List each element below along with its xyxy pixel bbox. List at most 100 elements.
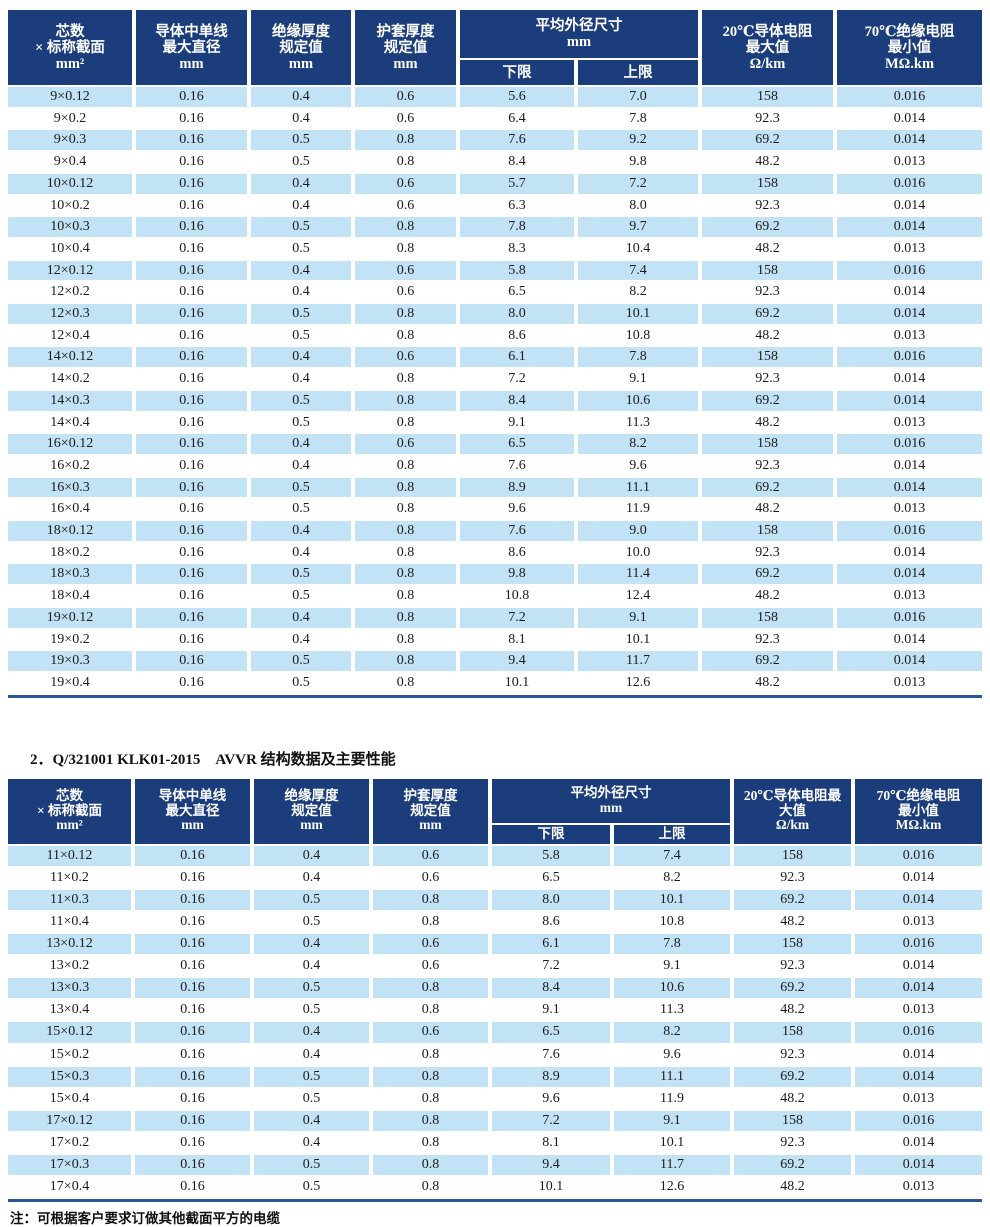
cell-sheath-thickness: 0.6	[355, 347, 456, 368]
cell-od-lower: 6.5	[460, 434, 574, 454]
header-od-upper-limit: 上限	[614, 824, 730, 844]
cell-core-size: 16×0.12	[8, 434, 132, 454]
cell-insulation-thickness: 0.4	[251, 369, 351, 389]
cell-insulation-resistance: 0.014	[855, 1132, 982, 1153]
cell-sheath-thickness: 0.8	[355, 304, 456, 324]
cell-insulation-thickness: 0.4	[251, 195, 351, 216]
cell-conductor-resistance: 69.2	[702, 390, 833, 411]
cell-core-size: 14×0.3	[8, 390, 132, 411]
cell-sheath-thickness: 0.8	[355, 152, 456, 172]
cell-conductor-resistance: 158	[702, 347, 833, 368]
cell-od-upper: 12.6	[578, 672, 698, 693]
cell-insulation-thickness: 0.4	[254, 1044, 369, 1065]
cell-conductor-resistance: 48.2	[734, 1000, 851, 1021]
cell-conductor-diameter: 0.16	[136, 130, 247, 151]
cell-insulation-resistance: 0.014	[855, 1044, 982, 1065]
cell-conductor-resistance: 48.2	[734, 1088, 851, 1109]
cell-od-upper: 11.7	[578, 651, 698, 671]
cell-core-size: 10×0.4	[8, 238, 132, 259]
cell-od-upper: 9.6	[614, 1044, 730, 1065]
cell-conductor-diameter: 0.16	[136, 629, 247, 650]
cell-od-lower: 6.3	[460, 195, 574, 216]
cell-conductor-diameter: 0.16	[135, 1066, 250, 1087]
cell-od-upper: 8.2	[578, 282, 698, 303]
cell-od-lower: 8.9	[460, 477, 574, 498]
header-insulation-resistance: 70℃绝缘电阻 最小值 MΩ.km	[837, 10, 982, 85]
cell-core-size: 13×0.4	[8, 1000, 131, 1021]
cell-conductor-diameter: 0.16	[135, 956, 250, 977]
cell-conductor-diameter: 0.16	[136, 325, 247, 346]
cell-core-size: 19×0.12	[8, 607, 132, 628]
cell-conductor-diameter: 0.16	[136, 521, 247, 541]
cell-conductor-resistance: 69.2	[734, 1155, 851, 1176]
cell-od-lower: 8.9	[492, 1066, 610, 1087]
cell-conductor-diameter: 0.16	[135, 1155, 250, 1176]
cell-sheath-thickness: 0.8	[355, 672, 456, 693]
cell-sheath-thickness: 0.8	[355, 586, 456, 606]
header-conductor-diameter: 导体中单线 最大直径 mm	[135, 778, 250, 844]
cell-od-lower: 8.1	[492, 1132, 610, 1153]
cell-insulation-resistance: 0.016	[855, 845, 982, 866]
cell-od-lower: 5.8	[492, 845, 610, 866]
table-row: 15×0.12 0.16 0.4 0.6 6.5 8.2 158 0.016	[8, 1022, 982, 1043]
cell-od-upper: 10.1	[578, 629, 698, 650]
table-row: 14×0.4 0.16 0.5 0.8 9.1 11.3 48.2 0.013	[8, 412, 982, 433]
cell-core-size: 10×0.2	[8, 195, 132, 216]
cell-insulation-thickness: 0.4	[251, 629, 351, 650]
cell-insulation-resistance: 0.016	[837, 607, 982, 628]
cell-sheath-thickness: 0.6	[373, 934, 488, 955]
cell-od-upper: 7.4	[578, 260, 698, 281]
cell-core-size: 12×0.3	[8, 304, 132, 324]
cell-od-upper: 7.4	[614, 845, 730, 866]
cell-od-lower: 8.0	[460, 304, 574, 324]
cell-insulation-resistance: 0.013	[837, 325, 982, 346]
cell-od-upper: 11.9	[578, 499, 698, 520]
cell-insulation-resistance: 0.013	[837, 238, 982, 259]
table-row: 13×0.3 0.16 0.5 0.8 8.4 10.6 69.2 0.014	[8, 978, 982, 999]
cell-insulation-thickness: 0.5	[254, 1155, 369, 1176]
cell-conductor-diameter: 0.16	[135, 1000, 250, 1021]
table1-body: 9×0.12 0.16 0.4 0.6 5.6 7.0 158 0.016 9×…	[8, 87, 982, 693]
cell-insulation-thickness: 0.4	[251, 173, 351, 194]
cell-insulation-thickness: 0.5	[251, 651, 351, 671]
cell-conductor-diameter: 0.16	[135, 1022, 250, 1043]
cell-core-size: 14×0.12	[8, 347, 132, 368]
cell-conductor-resistance: 48.2	[702, 672, 833, 693]
cell-od-lower: 7.2	[460, 607, 574, 628]
cell-od-lower: 5.8	[460, 260, 574, 281]
header-core-size: 芯数 × 标称截面 mm²	[8, 778, 131, 844]
header-sheath-thickness: 护套厚度 规定值 mm	[355, 10, 456, 85]
table-row: 14×0.2 0.16 0.4 0.8 7.2 9.1 92.3 0.014	[8, 369, 982, 389]
cell-core-size: 15×0.2	[8, 1044, 131, 1065]
table1-bottom-rule	[8, 694, 982, 698]
cell-insulation-thickness: 0.4	[251, 282, 351, 303]
cell-sheath-thickness: 0.8	[373, 1132, 488, 1153]
table-row: 17×0.2 0.16 0.4 0.8 8.1 10.1 92.3 0.014	[8, 1132, 982, 1153]
cell-insulation-resistance: 0.016	[837, 521, 982, 541]
cell-insulation-resistance: 0.014	[837, 369, 982, 389]
cell-conductor-diameter: 0.16	[136, 217, 247, 237]
cell-core-size: 17×0.12	[8, 1110, 131, 1131]
cell-od-upper: 7.0	[578, 87, 698, 107]
cell-insulation-resistance: 0.013	[837, 586, 982, 606]
cell-od-lower: 7.6	[460, 130, 574, 151]
cell-od-upper: 10.6	[578, 390, 698, 411]
cell-od-lower: 6.4	[460, 108, 574, 129]
cell-insulation-thickness: 0.4	[254, 956, 369, 977]
header-conductor-diameter: 导体中单线 最大直径 mm	[136, 10, 247, 85]
cell-sheath-thickness: 0.8	[373, 1066, 488, 1087]
cell-od-upper: 9.1	[614, 1110, 730, 1131]
cell-insulation-thickness: 0.5	[254, 1088, 369, 1109]
cell-insulation-thickness: 0.4	[251, 347, 351, 368]
cell-core-size: 18×0.12	[8, 521, 132, 541]
cell-insulation-thickness: 0.4	[251, 434, 351, 454]
cell-conductor-resistance: 92.3	[734, 867, 851, 888]
cell-sheath-thickness: 0.6	[373, 1022, 488, 1043]
cell-insulation-resistance: 0.016	[837, 87, 982, 107]
table-row: 18×0.4 0.16 0.5 0.8 10.8 12.4 48.2 0.013	[8, 586, 982, 606]
cell-conductor-diameter: 0.16	[135, 1044, 250, 1065]
cell-insulation-resistance: 0.013	[837, 499, 982, 520]
cell-sheath-thickness: 0.8	[355, 607, 456, 628]
table2-header: 芯数 × 标称截面 mm² 导体中单线 最大直径 mm 绝缘厚度 规定值 mm …	[8, 778, 982, 844]
cell-conductor-resistance: 69.2	[734, 889, 851, 910]
